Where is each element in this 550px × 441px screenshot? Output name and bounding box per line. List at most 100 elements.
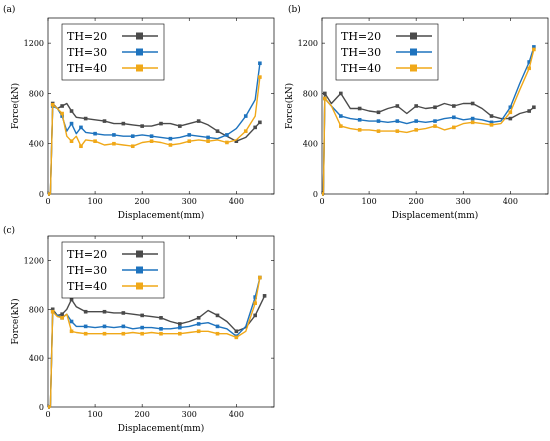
legend: TH=20 TH=30 TH=40: [61, 23, 165, 81]
data-point: [357, 106, 362, 111]
data-point: [225, 140, 229, 145]
data-point: [414, 128, 418, 132]
data-point: [532, 47, 536, 52]
data-point: [215, 313, 220, 318]
series-th-20: [48, 101, 262, 196]
series-line: [48, 102, 261, 195]
data-point: [452, 104, 456, 108]
data-point: [102, 119, 107, 123]
data-point: [50, 309, 55, 314]
data-point: [339, 114, 343, 118]
legend-marker: [136, 48, 143, 56]
data-point: [60, 111, 64, 116]
series-th-20: [322, 91, 536, 196]
data-point: [258, 120, 262, 125]
data-point: [215, 331, 220, 336]
x-tick-label: 100: [361, 197, 376, 206]
y-tick-label: 400: [29, 354, 44, 363]
data-point: [83, 309, 88, 314]
chart-panel-1: (a) 0 100 200 300 400 0 400 800 1200 Displacement(…: [3, 4, 275, 221]
data-point: [243, 114, 248, 118]
data-point: [178, 124, 182, 128]
x-tick-label: 300: [456, 197, 471, 206]
legend-marker: [410, 48, 417, 56]
data-point: [168, 143, 173, 147]
data-point: [159, 316, 163, 320]
data-point: [196, 316, 201, 320]
x-tick-label: 0: [45, 410, 50, 419]
data-point: [376, 119, 381, 123]
data-point: [234, 139, 239, 143]
y-tick-label: 0: [39, 190, 44, 199]
panel-label: (b): [288, 4, 301, 15]
legend-label: TH=40: [341, 62, 381, 75]
legend-marker: [136, 64, 143, 72]
data-point: [357, 128, 362, 132]
data-point: [149, 139, 154, 143]
legend-label: TH=40: [67, 280, 107, 293]
data-point: [178, 331, 182, 336]
series-line: [322, 92, 535, 195]
data-point: [357, 118, 362, 122]
data-point: [234, 335, 239, 340]
data-point: [112, 141, 116, 146]
y-axis-label: Force(kN): [10, 83, 21, 129]
data-point: [206, 135, 210, 140]
data-point: [206, 139, 210, 143]
data-point: [243, 129, 248, 133]
y-tick-label: 800: [303, 89, 318, 98]
y-tick-label: 1200: [24, 39, 44, 48]
x-axis-label: Displacement(mm): [392, 210, 478, 221]
x-tick-label: 0: [319, 197, 324, 206]
x-axis-label: Displacement(mm): [118, 210, 204, 221]
x-tick-label: 200: [409, 197, 424, 206]
x-tick-label: 200: [135, 410, 150, 419]
data-point: [262, 294, 267, 298]
data-point: [470, 116, 475, 121]
data-point: [140, 331, 144, 336]
data-point: [69, 297, 74, 302]
x-tick-label: 0: [45, 197, 50, 206]
legend: TH=20 TH=30 TH=40: [61, 241, 165, 299]
data-point: [69, 329, 74, 334]
data-point: [323, 96, 327, 101]
data-point: [414, 119, 418, 123]
legend-marker: [136, 282, 143, 290]
data-point: [452, 115, 456, 120]
data-point: [121, 331, 126, 336]
data-point: [215, 129, 220, 133]
data-point: [69, 121, 74, 126]
series-th-40: [48, 275, 262, 409]
x-tick-label: 400: [229, 197, 244, 206]
data-point: [60, 316, 64, 320]
data-point: [508, 105, 513, 110]
y-tick-label: 400: [29, 140, 44, 149]
data-point: [187, 133, 192, 137]
data-point: [187, 139, 192, 143]
data-point: [414, 104, 418, 108]
data-point: [532, 105, 536, 110]
data-point: [93, 139, 97, 143]
data-point: [196, 322, 201, 326]
data-point: [253, 313, 257, 318]
data-point: [93, 131, 97, 136]
data-point: [433, 119, 437, 123]
x-tick-label: 100: [87, 410, 102, 419]
data-point: [168, 136, 173, 141]
data-point: [60, 312, 64, 316]
y-tick-label: 800: [29, 305, 44, 314]
data-point: [234, 329, 239, 334]
data-point: [130, 144, 135, 149]
data-point: [102, 331, 107, 336]
data-point: [69, 139, 74, 143]
legend-label: TH=30: [341, 46, 381, 59]
series-th-40: [322, 47, 536, 196]
data-point: [395, 119, 400, 123]
x-tick-label: 300: [182, 197, 197, 206]
x-tick-label: 100: [87, 197, 102, 206]
data-point: [50, 102, 55, 107]
data-point: [508, 110, 513, 115]
data-point: [489, 114, 494, 118]
data-point: [159, 327, 163, 331]
legend-marker: [136, 32, 143, 40]
